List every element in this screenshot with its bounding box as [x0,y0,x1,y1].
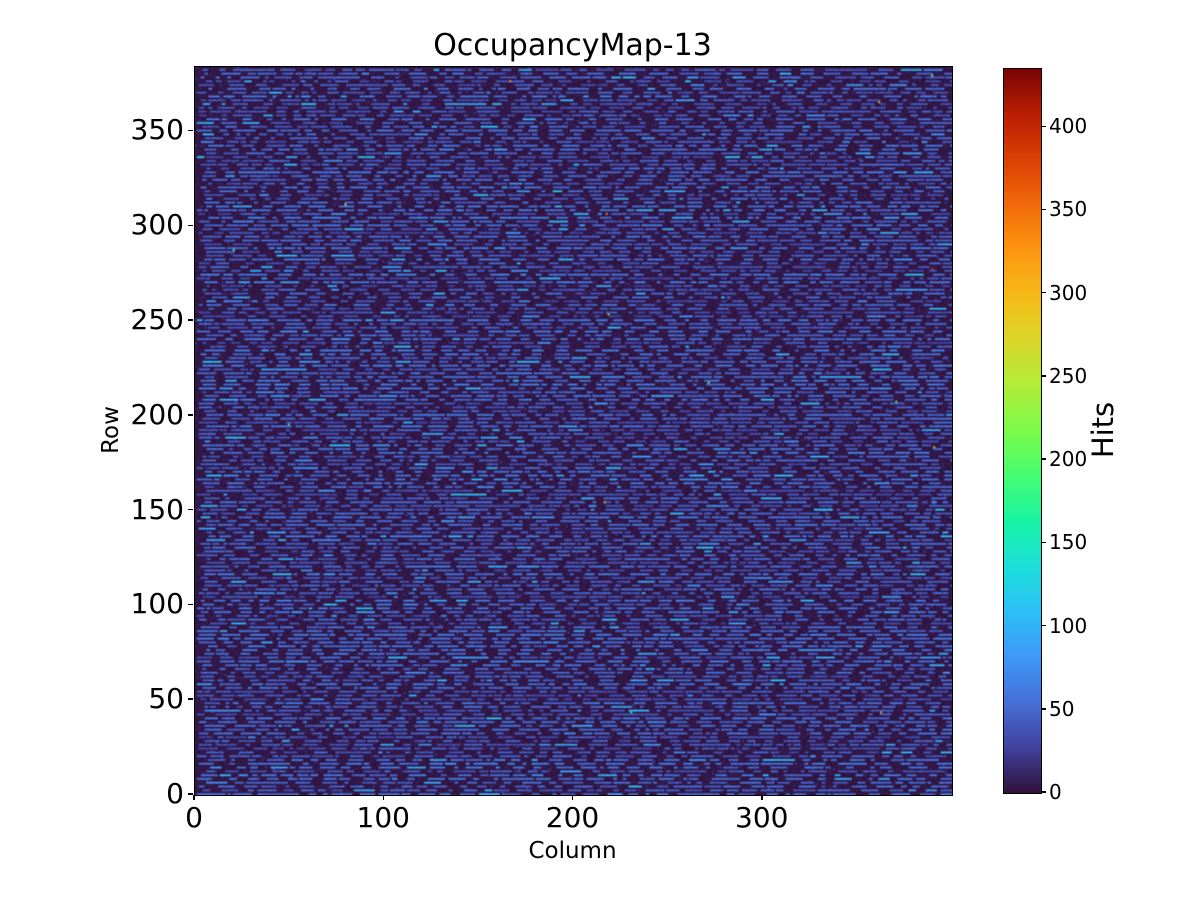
y-tick-label: 200 [130,397,184,431]
colorbar-tick-mark [1041,624,1046,627]
x-tick-mark [761,795,763,800]
colorbar-tick-label: 200 [1049,447,1088,472]
x-tick-label: 100 [356,801,410,834]
colorbar-tick-mark [1041,708,1046,710]
x-tick-mark [193,795,195,800]
colorbar-tick-mark [1041,208,1046,211]
colorbar-tick-label: 100 [1049,613,1088,638]
colorbar-tick-label: 400 [1049,114,1088,139]
colorbar [1003,68,1042,794]
x-tick-mark [571,795,574,800]
y-tick-label: 50 [148,682,184,716]
x-tick-label: 200 [545,801,600,834]
colorbar-tick-mark [1041,125,1046,127]
chart-title: OccupancyMap-13 [433,28,712,63]
y-tick-label: 300 [130,208,184,242]
y-axis-label: Row [98,406,124,454]
colorbar-tick-label: 300 [1049,280,1088,305]
x-axis-label: Column [528,838,617,864]
colorbar-tick-mark [1041,458,1046,460]
colorbar-tick-mark [1041,375,1046,377]
y-tick-mark [188,603,193,606]
colorbar-tick-label: 150 [1049,530,1088,555]
colorbar-tick-mark [1041,541,1046,544]
colorbar-tick-label: 50 [1049,696,1075,721]
x-tick-label: 0 [185,801,203,834]
heatmap-canvas [195,67,952,795]
y-tick-label: 250 [130,303,184,337]
y-tick-label: 0 [166,777,184,810]
y-tick-mark [188,224,193,226]
colorbar-tick-mark [1041,791,1046,793]
y-tick-mark [188,698,193,700]
y-tick-mark [188,319,193,321]
x-tick-mark [382,795,384,800]
y-tick-label: 150 [130,492,184,526]
colorbar-tick-mark [1041,291,1046,294]
colorbar-canvas [1004,69,1041,793]
y-tick-label: 350 [130,113,184,147]
y-tick-mark [188,414,193,416]
x-tick-label: 300 [735,801,789,834]
y-tick-mark [188,129,193,132]
colorbar-label: Hits [1086,401,1120,459]
y-tick-mark [188,793,193,795]
colorbar-tick-label: 0 [1049,780,1062,804]
y-tick-mark [188,508,193,511]
heatmap-plot-area [194,66,953,796]
y-tick-label: 100 [130,587,184,621]
colorbar-tick-label: 350 [1049,197,1088,222]
colorbar-tick-label: 250 [1049,363,1088,388]
